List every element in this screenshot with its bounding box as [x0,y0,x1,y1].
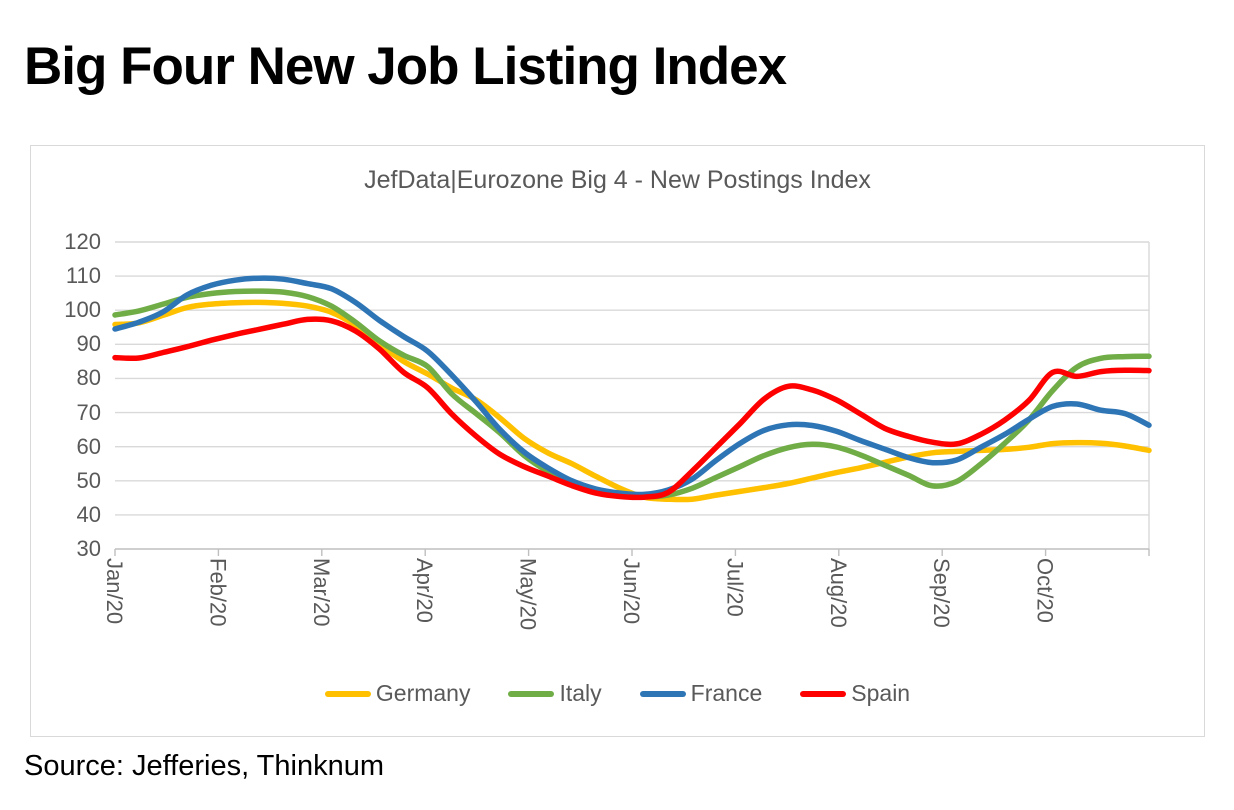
y-tick-label-60: 60 [76,433,101,459]
x-tick-label-may: May/20 [515,558,541,631]
legend-label-france: France [690,680,763,706]
legend-item-italy: Italy [508,680,602,707]
x-tick-label-jun: Jun/20 [619,558,644,625]
legend-swatch-spain [800,690,847,697]
y-tick-label-110: 110 [65,263,101,289]
x-tick-label-oct: Oct/20 [1032,558,1058,623]
page-title: Big Four New Job Listing Index [24,37,787,96]
legend-swatch-italy [508,690,555,697]
legend-label-spain: Spain [851,680,911,706]
x-tick-label-apr: Apr/20 [412,558,438,623]
legend-swatch-germany [324,690,371,697]
series-line-france [112,275,1152,498]
chart-title: JefData|Eurozone Big 4 - New Postings In… [364,166,871,194]
legend-item-france: France [639,680,763,707]
x-tick-label-jul: Jul/20 [722,558,748,617]
y-tick-label-100: 100 [64,297,101,323]
x-tick-label-mar: Mar/20 [308,558,334,627]
legend-label-germany: Germany [375,680,471,706]
chart-frame: JefData|Eurozone Big 4 - New Postings In… [30,145,1205,737]
x-tick-label-sep: Sep/20 [929,558,955,628]
y-tick-label-40: 40 [76,501,101,527]
y-tick-label-70: 70 [76,399,101,425]
legend-label-italy: Italy [559,680,602,706]
y-tick-label-50: 50 [76,467,101,493]
x-tick-label-jan: Jan/20 [102,558,127,625]
source-caption: Source: Jefferies, Thinknum [24,750,384,782]
x-tick-label-aug: Aug/20 [825,558,851,628]
series-line-germany [112,299,1152,503]
y-tick-label-120: 120 [64,229,101,254]
chart-plot-area [112,241,1152,556]
legend-item-spain: Spain [800,680,910,707]
legend-item-germany: Germany [324,680,471,707]
legend-swatch-france [639,690,686,697]
y-tick-label-30: 30 [76,536,101,561]
y-tick-label-80: 80 [76,365,101,391]
series-line-italy [112,288,1152,500]
chart-legend: Germany Italy France Spain [31,680,1204,707]
x-tick-label-feb: Feb/20 [205,558,231,627]
series-line-spain [112,316,1152,501]
y-tick-label-90: 90 [76,331,101,357]
